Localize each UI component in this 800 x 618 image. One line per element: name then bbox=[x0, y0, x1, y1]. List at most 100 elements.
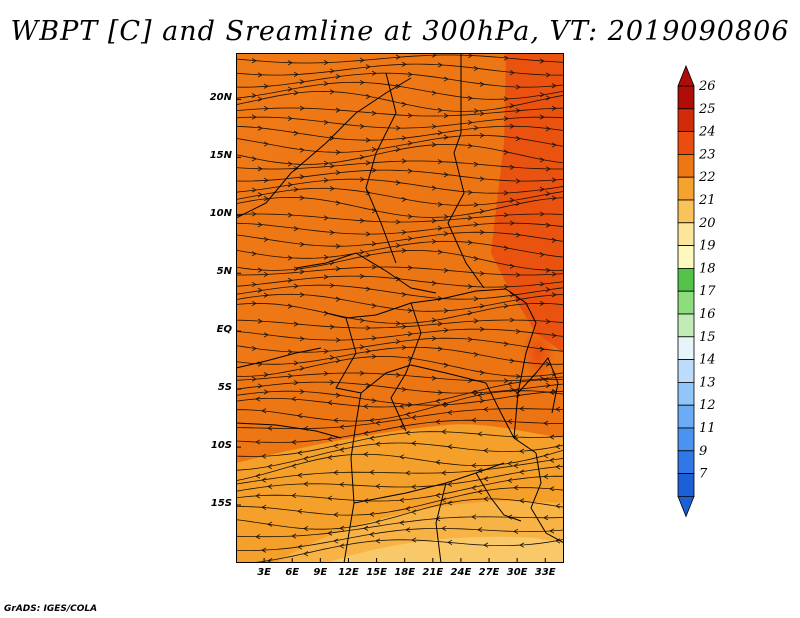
streamline-arrow bbox=[335, 170, 341, 176]
streamline-arrow bbox=[545, 191, 551, 197]
map-panel bbox=[236, 53, 564, 563]
colorbar-label: 7 bbox=[699, 467, 708, 482]
streamline-arrow bbox=[371, 110, 377, 116]
streamline-arrow bbox=[287, 212, 293, 218]
streamline-arrow bbox=[297, 508, 303, 514]
streamline-arrow bbox=[549, 528, 555, 534]
streamline-arrow bbox=[509, 197, 515, 203]
streamline-arrow bbox=[467, 310, 473, 316]
streamline-arrow bbox=[293, 226, 299, 232]
colorbar-swatch bbox=[677, 131, 695, 155]
streamline bbox=[236, 187, 564, 206]
streamline-arrow bbox=[299, 365, 305, 371]
streamline-arrow bbox=[329, 68, 335, 74]
streamline-arrow bbox=[339, 525, 345, 531]
colorbar-label: 23 bbox=[698, 147, 716, 162]
streamline-arrow bbox=[299, 389, 305, 395]
streamline bbox=[236, 355, 564, 377]
streamline-arrow bbox=[365, 252, 371, 258]
streamline-arrow bbox=[543, 453, 549, 459]
streamline-arrow bbox=[395, 320, 401, 326]
streamline-arrow bbox=[401, 158, 407, 164]
streamline-arrow bbox=[395, 146, 401, 152]
footer-credit: GrADS: IGES/COLA bbox=[4, 604, 98, 614]
streamline-arrow bbox=[539, 300, 545, 306]
streamline-arrow bbox=[431, 280, 437, 286]
streamline-arrow bbox=[401, 386, 407, 393]
streamline-arrow bbox=[471, 389, 477, 395]
streamline-arrow bbox=[395, 54, 401, 60]
streamline-arrow bbox=[407, 235, 413, 242]
streamline-arrow bbox=[441, 525, 447, 531]
streamline-arrow bbox=[551, 271, 557, 277]
streamline-arrow bbox=[539, 281, 545, 287]
colorbar-label: 18 bbox=[699, 261, 716, 276]
streamline-arrow bbox=[483, 406, 489, 412]
streamline-arrow bbox=[509, 70, 515, 76]
streamline-arrow bbox=[395, 338, 401, 345]
streamline-arrow bbox=[297, 472, 303, 478]
streamline bbox=[236, 293, 564, 312]
colorbar-swatch bbox=[677, 267, 695, 292]
streamline-arrow bbox=[539, 157, 545, 163]
lon-tick-label: 33E bbox=[534, 567, 556, 578]
streamline-arrow bbox=[443, 267, 449, 273]
lat-tick-label: 10S bbox=[210, 440, 232, 452]
streamline-arrow bbox=[303, 481, 309, 487]
streamline-arrow bbox=[333, 538, 339, 544]
streamline-arrow bbox=[539, 346, 545, 352]
colorbar-swatch bbox=[677, 450, 695, 474]
streamline-arrow bbox=[503, 190, 509, 196]
streamline-arrow bbox=[503, 96, 509, 102]
streamline-arrow bbox=[431, 123, 437, 130]
streamline-arrow bbox=[371, 70, 377, 76]
streamline-arrow bbox=[375, 420, 381, 426]
streamline-arrow bbox=[251, 251, 257, 257]
streamline-arrow bbox=[467, 189, 473, 195]
streamline-arrow bbox=[437, 130, 443, 136]
lon-tick-label: 24E bbox=[450, 567, 472, 578]
streamline-arrow bbox=[405, 430, 411, 436]
streamline-arrow bbox=[359, 344, 365, 350]
streamline-arrow bbox=[545, 319, 551, 325]
streamline-arrow bbox=[437, 159, 443, 165]
streamline-arrow bbox=[323, 254, 329, 260]
streamline-arrow bbox=[263, 177, 269, 183]
streamline bbox=[236, 431, 564, 457]
streamline-arrow bbox=[293, 380, 299, 386]
streamline bbox=[236, 390, 564, 406]
colorbar-label: 9 bbox=[699, 444, 707, 459]
lon-tick-label: 6E bbox=[285, 567, 300, 578]
streamline-arrow bbox=[333, 470, 339, 476]
streamline-arrow bbox=[339, 481, 345, 488]
lon-tick-label: 15E bbox=[366, 567, 387, 578]
streamline-arrow bbox=[477, 431, 483, 437]
streamline-arrow bbox=[323, 348, 329, 354]
streamline-arrow bbox=[443, 214, 449, 220]
streamline-arrow bbox=[327, 436, 333, 442]
colorbar-swatch bbox=[677, 381, 695, 406]
streamline-arrow bbox=[473, 256, 479, 262]
streamline-arrow bbox=[401, 324, 407, 330]
lon-tick-label: 18E bbox=[394, 567, 416, 578]
streamline-arrow bbox=[483, 542, 489, 548]
colorbar-max-arrow bbox=[677, 64, 695, 87]
streamline-arrow bbox=[551, 195, 557, 201]
streamline bbox=[236, 346, 564, 365]
streamline-arrow bbox=[267, 483, 273, 490]
streamline-arrow bbox=[503, 341, 509, 347]
streamline-arrow bbox=[443, 308, 449, 314]
streamline-arrow bbox=[441, 429, 447, 435]
streamline bbox=[236, 408, 564, 429]
streamline-arrow bbox=[267, 521, 273, 527]
streamline-arrow bbox=[287, 255, 293, 261]
streamline-arrow bbox=[291, 493, 297, 499]
streamline-arrow bbox=[407, 213, 413, 220]
lon-tick-label: 27E bbox=[478, 567, 500, 578]
streamline-arrow bbox=[365, 64, 371, 70]
colorbar-swatch bbox=[677, 313, 695, 338]
streamline-arrow bbox=[539, 58, 545, 64]
streamline-arrow bbox=[401, 135, 407, 141]
streamline-arrow bbox=[399, 497, 405, 503]
streamline-arrow bbox=[545, 382, 551, 388]
